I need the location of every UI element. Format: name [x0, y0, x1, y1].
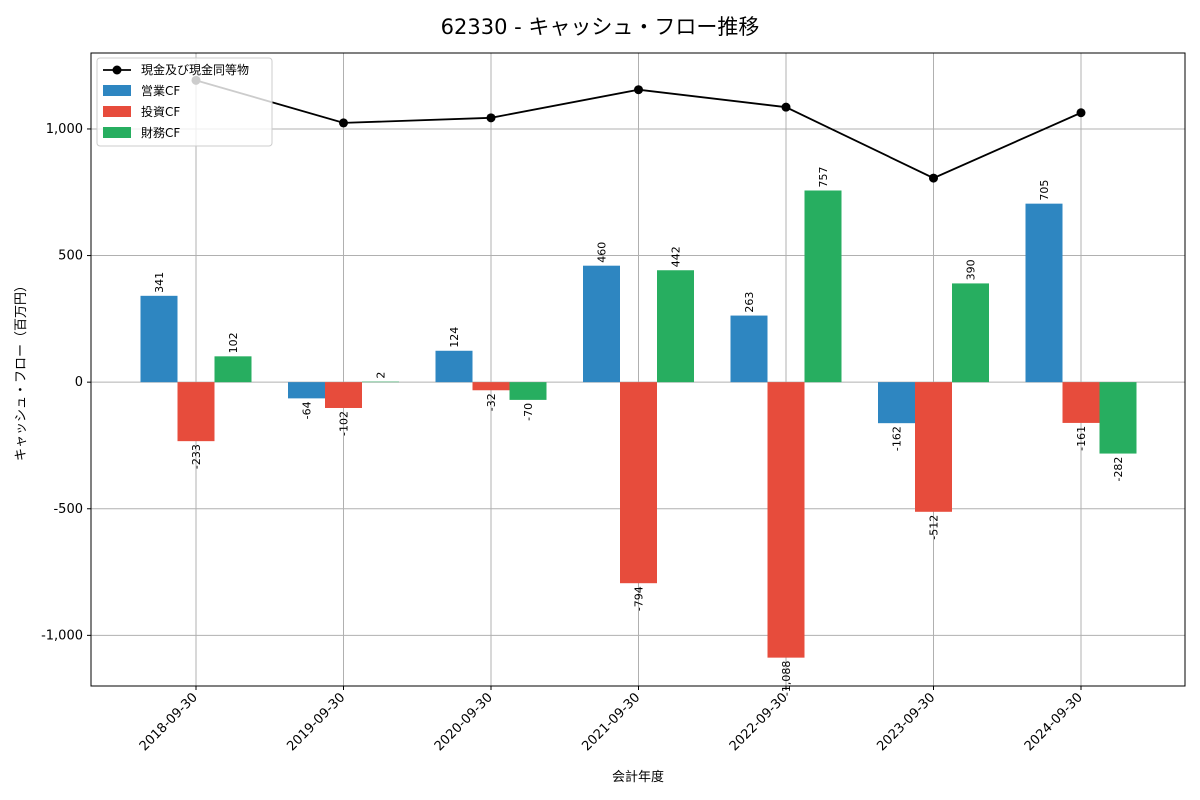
y-axis: -1,000 -500 0 500 1,000: [41, 122, 91, 643]
y-tick-label: 0: [75, 375, 83, 390]
data-label: 263: [743, 292, 756, 313]
y-tick-label: -1,000: [41, 628, 83, 643]
data-label: -162: [891, 426, 904, 451]
bar-financing: [1099, 382, 1137, 454]
bar-operating: [878, 382, 915, 424]
bar-investing: [325, 382, 362, 408]
bar-financing: [804, 190, 842, 383]
data-label: -102: [338, 411, 351, 436]
bar-investing: [915, 382, 952, 512]
cash-line-point: [339, 118, 348, 128]
legend-box: [96, 57, 273, 147]
bar-operating: [435, 350, 473, 383]
legend-swatch: [103, 127, 131, 138]
bar-operating: [288, 382, 325, 399]
chart-title: 62330 - キャッシュ・フロー推移: [441, 15, 760, 39]
data-label: -70: [522, 403, 535, 421]
cash-line-point: [634, 85, 643, 95]
bar-financing: [214, 356, 252, 383]
data-label: 757: [817, 166, 830, 187]
data-label: -1,088: [780, 661, 793, 696]
bar-financing: [509, 382, 547, 400]
data-label: -233: [190, 444, 203, 469]
cash-line-point: [929, 173, 938, 183]
data-label: -64: [301, 401, 314, 419]
bar-financing: [362, 381, 399, 383]
bars-layer: [140, 190, 1137, 658]
cash-line-point: [486, 113, 496, 123]
bar-operating: [583, 265, 620, 383]
legend-swatch: [103, 85, 131, 96]
legend-label: 営業CF: [141, 84, 180, 98]
data-label: -161: [1075, 426, 1088, 451]
cash-line-point: [781, 102, 791, 112]
bar-operating: [1025, 203, 1063, 383]
data-label: 102: [227, 332, 240, 353]
y-tick-label: 500: [58, 249, 83, 264]
data-label: -32: [485, 393, 498, 411]
y-tick-label: -500: [53, 502, 83, 517]
bar-investing: [1062, 382, 1100, 423]
legend-swatch: [103, 106, 131, 117]
data-label: 341: [153, 272, 166, 293]
cash-line-point: [1076, 108, 1086, 118]
data-label: 390: [965, 259, 978, 280]
bar-financing: [657, 270, 694, 383]
data-label: -512: [928, 515, 941, 540]
data-label: 460: [596, 242, 609, 263]
data-label: 442: [670, 246, 683, 267]
x-axis-label: 会計年度: [612, 769, 664, 785]
data-labels-layer: 341 -64 124 460 263 -162 705 -233 -102 -32 -794 -1,…: [153, 166, 1125, 696]
bar-operating: [730, 315, 768, 383]
legend-line-marker: [112, 65, 122, 75]
data-label: 2: [375, 372, 388, 379]
bar-operating: [140, 295, 178, 383]
legend-label: 現金及び現金同等物: [141, 62, 249, 77]
legend-label: 投資CF: [141, 104, 180, 119]
bar-financing: [952, 283, 989, 383]
y-axis-label: キャッシュ・フロー（百万円）: [14, 279, 29, 461]
legend-label: 財務CF: [141, 125, 180, 140]
data-label: -794: [633, 586, 646, 611]
bar-investing: [767, 382, 805, 658]
y-tick-label: 1,000: [46, 122, 83, 137]
bar-investing: [620, 382, 657, 584]
data-label: 124: [448, 327, 461, 348]
bar-investing: [177, 382, 215, 442]
data-label: 705: [1038, 180, 1051, 201]
data-label: -282: [1112, 457, 1125, 482]
bar-investing: [472, 382, 510, 391]
